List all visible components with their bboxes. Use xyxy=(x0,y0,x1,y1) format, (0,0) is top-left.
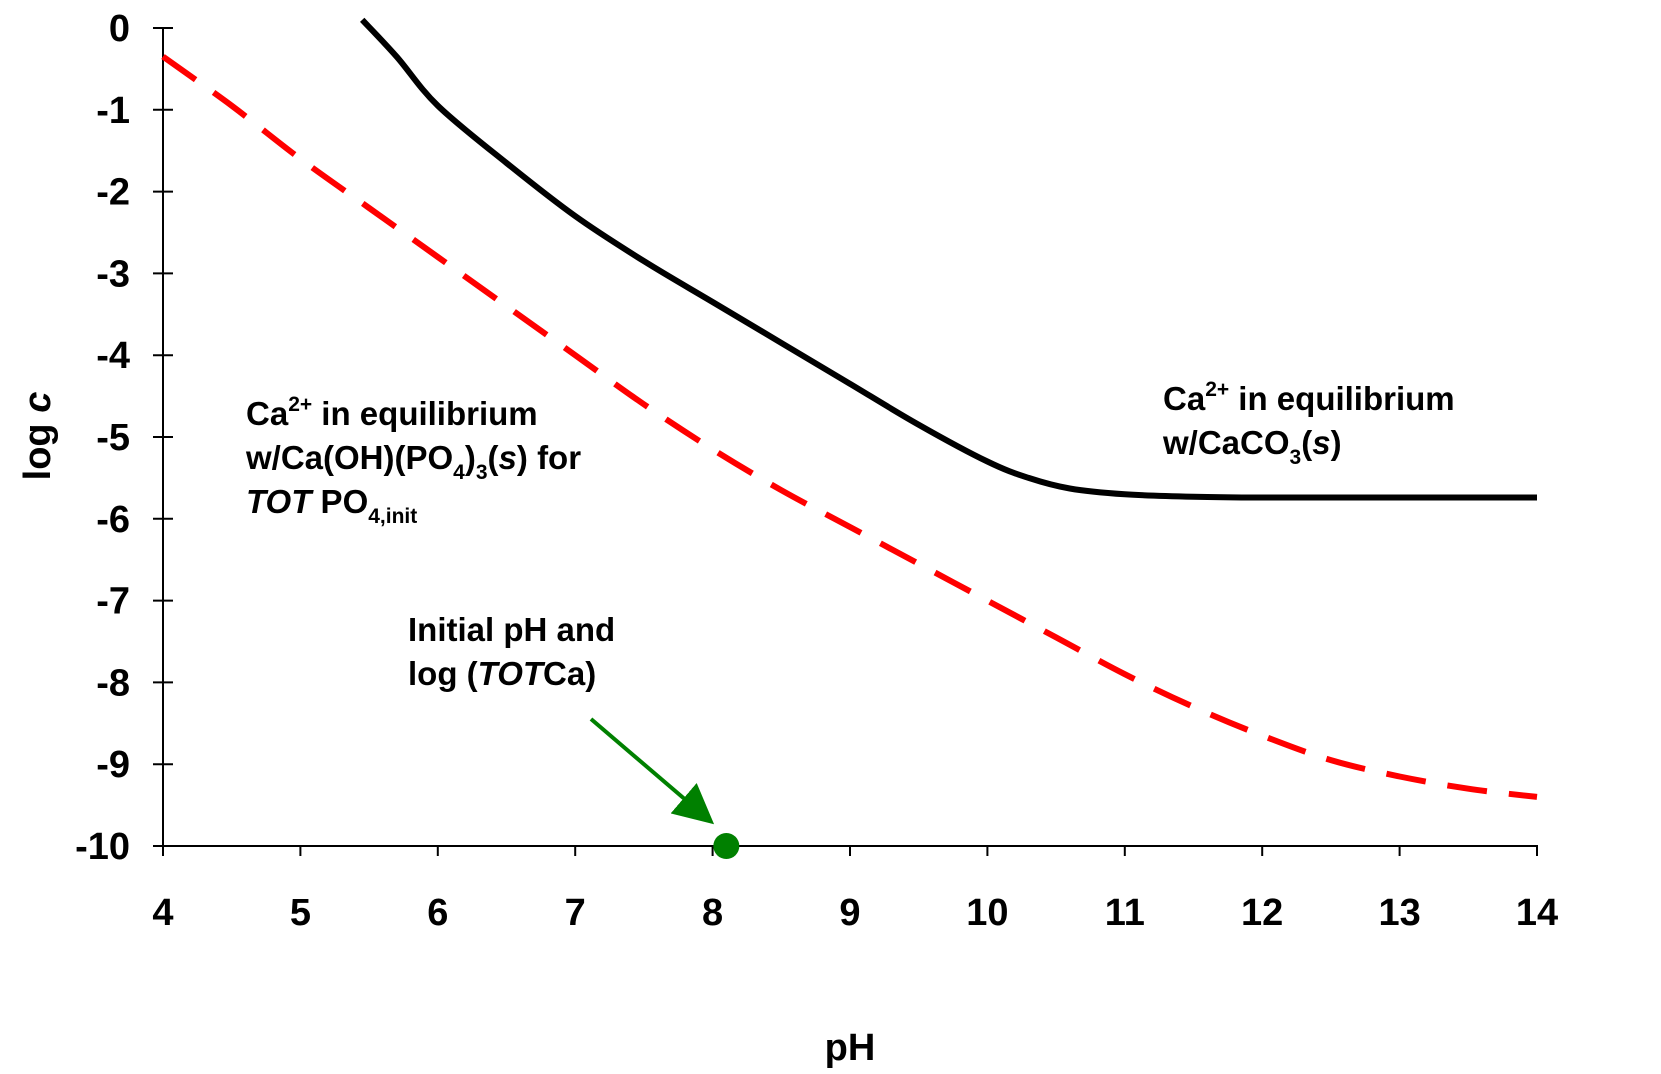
x-tick-label: 9 xyxy=(839,892,860,934)
initial-point-annotation: Initial pH and log (TOTCa) xyxy=(408,611,616,692)
x-tick-label: 8 xyxy=(702,892,723,934)
y-ticks: 0 -1 -2 -3 -4 -5 -6 -7 -8 -9 -10 xyxy=(75,8,173,868)
x-tick-label: 6 xyxy=(427,892,448,934)
x-tick-label: 10 xyxy=(966,892,1008,934)
y-tick-label: 0 xyxy=(109,8,130,50)
x-tick-label: 13 xyxy=(1378,892,1420,934)
x-tick-label: 5 xyxy=(290,892,311,934)
y-tick-label: -6 xyxy=(96,499,130,541)
y-axis-title: log c xyxy=(17,392,59,481)
y-tick-label: -1 xyxy=(96,90,130,132)
x-tick-label: 4 xyxy=(152,892,173,934)
x-tick-label: 7 xyxy=(565,892,586,934)
y-tick-label: -5 xyxy=(96,417,130,459)
red-dashed-series-line xyxy=(161,54,1538,800)
x-tick-label: 14 xyxy=(1516,892,1558,934)
y-tick-label: -9 xyxy=(96,744,130,786)
x-tick-label: 11 xyxy=(1105,892,1145,934)
x-axis-title: pH xyxy=(825,1027,876,1069)
y-tick-label: -3 xyxy=(96,253,130,295)
y-tick-label: -2 xyxy=(96,172,130,214)
red-line-annotation: Ca2+ in equilibrium w/Ca(OH)(PO4)3(s) fo… xyxy=(246,393,582,528)
x-ticks: 4 5 6 7 8 9 10 11 12 13 14 xyxy=(152,846,1558,934)
y-tick-label: -7 xyxy=(96,581,130,623)
y-tick-label: -8 xyxy=(96,662,130,704)
annotation-arrow xyxy=(589,717,715,825)
initial-point-marker xyxy=(713,833,740,859)
y-tick-label: -4 xyxy=(96,335,130,377)
y-tick-label: -10 xyxy=(75,826,130,868)
black-series-line xyxy=(360,17,1537,501)
black-line-annotation: Ca2+ in equilibrium w/CaCO3(s) xyxy=(1163,378,1455,469)
x-tick-label: 12 xyxy=(1241,892,1283,934)
